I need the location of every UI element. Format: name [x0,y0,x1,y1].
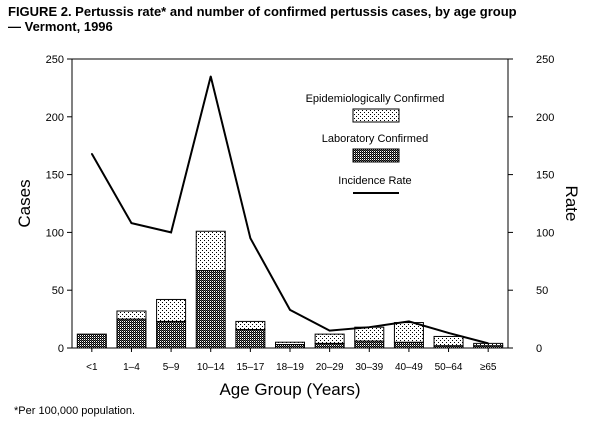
x-axis-tick-label: 5–9 [163,362,180,373]
line-point-incidence-rate [91,152,93,155]
bar-laboratory-confirmed [195,270,226,349]
footnote: *Per 100,000 population. [14,405,136,417]
line-point-incidence-rate [408,320,410,323]
legend-label: Incidence Rate [338,175,411,187]
legend-swatch [352,108,400,123]
x-axis-title: Age Group (Years) [219,380,360,399]
y2-axis-title: Rate [562,186,581,222]
bar-laboratory-confirmed [116,318,147,349]
bar-laboratory-confirmed [393,341,424,349]
x-axis-tick-label: 15–17 [236,362,264,373]
legend-swatch [352,148,400,163]
bar-laboratory-confirmed [354,340,385,349]
y2-axis-tick-label: 50 [536,285,548,297]
x-axis-tick-label: 40–49 [395,362,423,373]
bar-laboratory-confirmed [275,344,305,349]
bar-laboratory-confirmed [76,333,107,349]
bar-epidemiologically-confirmed [275,341,305,346]
bar-epidemiologically-confirmed [433,335,464,347]
line-point-incidence-rate [170,231,172,234]
line-point-incidence-rate [447,332,450,334]
x-axis-tick-label: 30–39 [355,362,383,373]
x-axis-tick-label: 50–64 [435,362,463,373]
y-axis-tick-label: 50 [52,285,64,297]
bar-laboratory-confirmed [235,329,266,349]
x-axis-tick-label: 20–29 [316,362,344,373]
x-axis-tick-label: 10–14 [197,362,225,373]
bar-laboratory-confirmed [156,320,187,349]
bar-epidemiologically-confirmed [156,298,187,322]
bar-epidemiologically-confirmed [393,322,424,343]
bar-laboratory-confirmed [314,342,345,349]
bar-epidemiologically-confirmed [235,320,266,331]
bar-epidemiologically-confirmed [354,326,385,342]
y2-axis-tick-label: 0 [536,343,542,355]
line-point-incidence-rate [487,342,489,345]
x-axis-tick-label: <1 [86,362,98,373]
legend-label: Epidemiologically Confirmed [306,93,445,105]
line-point-incidence-rate [328,329,331,332]
figure-title: FIGURE 2. Pertussis rate* and number of … [8,4,517,34]
y2-axis-tick-label: 250 [536,54,554,66]
x-axis-tick-label: 1–4 [123,362,140,373]
legend-label: Laboratory Confirmed [322,133,428,145]
y-axis-tick-label: 250 [46,54,64,66]
y2-axis-tick-label: 100 [536,227,554,239]
y-axis-tick-label: 150 [46,170,64,182]
y-axis-tick-label: 0 [58,343,64,355]
line-point-incidence-rate [209,75,212,78]
line-point-incidence-rate [289,309,291,311]
y-axis-tick-label: 100 [46,227,64,239]
x-axis-tick-label: ≥65 [480,362,497,373]
line-point-incidence-rate [130,222,133,224]
y-axis-tick-label: 200 [46,112,64,124]
bar-epidemiologically-confirmed [195,230,226,272]
y2-axis-tick-label: 200 [536,112,554,124]
y2-axis-tick-label: 150 [536,170,554,182]
line-point-incidence-rate [249,237,252,239]
x-axis-tick-label: 18–19 [276,362,304,373]
bar-epidemiologically-confirmed [314,333,345,344]
line-incidence-rate [90,76,489,345]
y-axis-title: Cases [15,179,34,227]
line-point-incidence-rate [368,326,371,328]
bar-epidemiologically-confirmed [116,310,147,320]
